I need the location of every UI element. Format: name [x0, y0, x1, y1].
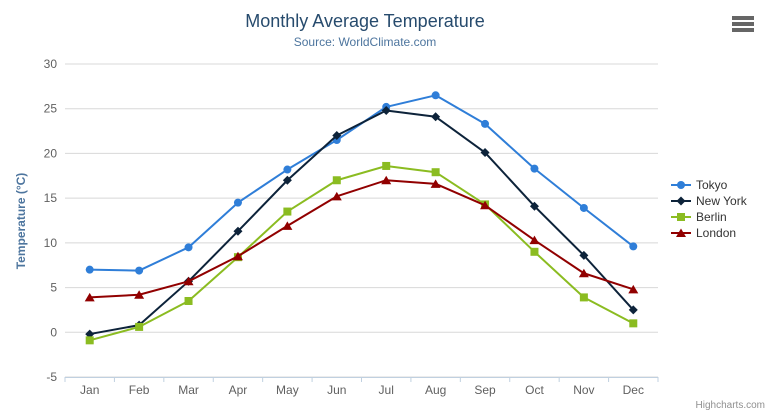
credits-link[interactable]: Highcharts.com: [695, 400, 765, 411]
data-point-marker[interactable]: [184, 296, 193, 305]
y-axis-tick-label: 5: [50, 281, 57, 295]
x-axis-tick-label: Oct: [525, 383, 544, 397]
data-point-marker[interactable]: [283, 207, 292, 216]
data-point-marker[interactable]: [628, 305, 638, 315]
data-point-marker[interactable]: [628, 284, 639, 294]
data-point-marker[interactable]: [331, 191, 342, 201]
y-axis-tick-label: 10: [44, 236, 58, 250]
data-point-marker[interactable]: [85, 336, 94, 345]
series-line: [89, 179, 634, 299]
x-axis-tick-label: Sep: [474, 383, 496, 397]
x-axis-tick-label: Jan: [80, 383, 99, 397]
hamburger-icon: [732, 16, 754, 32]
data-point-marker[interactable]: [282, 221, 293, 230]
data-point-marker[interactable]: [629, 319, 638, 328]
data-point-marker[interactable]: [183, 276, 194, 286]
chart-subtitle: Source: WorldClimate.com: [293, 35, 437, 49]
data-point-marker[interactable]: [431, 112, 441, 122]
y-axis-tick-label: 20: [44, 146, 58, 160]
data-point-marker[interactable]: [578, 268, 589, 278]
legend: Tokyo New York Berlin London: [671, 177, 747, 241]
data-point-marker[interactable]: [332, 176, 341, 185]
x-axis-tick-label: Feb: [129, 383, 150, 397]
x-axis-tick-label: Mar: [178, 383, 199, 397]
context-menu-button[interactable]: [731, 15, 755, 35]
data-point-marker[interactable]: [232, 251, 243, 261]
data-point-marker[interactable]: [480, 200, 491, 210]
data-point-marker[interactable]: [332, 131, 342, 141]
series-line: [89, 109, 635, 336]
legend-item-tokyo[interactable]: Tokyo: [671, 177, 747, 193]
data-point-marker[interactable]: [529, 201, 539, 211]
series-tokyo[interactable]: [85, 91, 638, 275]
y-axis-tick-label: 15: [44, 191, 58, 205]
data-point-marker[interactable]: [676, 228, 686, 238]
square-legend-marker-icon: [671, 213, 691, 221]
data-point-marker[interactable]: [529, 235, 540, 245]
legend-label: Berlin: [696, 210, 727, 224]
data-point-marker[interactable]: [134, 290, 145, 299]
data-point-marker[interactable]: [382, 161, 391, 170]
data-point-marker[interactable]: [85, 329, 95, 339]
circle-legend-marker-icon: [671, 181, 691, 189]
data-point-marker[interactable]: [579, 293, 588, 302]
data-point-marker[interactable]: [481, 119, 490, 128]
data-point-marker[interactable]: [530, 247, 539, 256]
triangle-legend-marker-icon: [671, 228, 691, 238]
data-point-marker[interactable]: [677, 181, 685, 189]
data-point-marker[interactable]: [84, 292, 95, 302]
data-point-marker[interactable]: [480, 148, 490, 158]
y-axis-tick-label: 0: [50, 325, 57, 339]
data-point-marker[interactable]: [431, 91, 440, 100]
series-london[interactable]: [84, 175, 639, 302]
y-axis-tick-label: 30: [44, 57, 58, 71]
data-point-marker[interactable]: [677, 213, 685, 221]
data-point-marker[interactable]: [431, 168, 440, 177]
chart-title: Monthly Average Temperature: [245, 11, 485, 31]
data-point-marker[interactable]: [282, 175, 292, 185]
x-axis-tick-label: Jul: [379, 383, 394, 397]
y-axis-tick-label: -5: [46, 370, 57, 384]
legend-item-new-york[interactable]: New York: [671, 193, 747, 209]
legend-label: New York: [696, 194, 747, 208]
x-axis-tick-label: May: [276, 383, 299, 397]
legend-item-london[interactable]: London: [671, 225, 747, 241]
legend-label: Tokyo: [696, 178, 728, 192]
data-point-marker[interactable]: [283, 165, 292, 174]
x-axis-tick-label: Nov: [573, 383, 594, 397]
data-point-marker[interactable]: [579, 250, 589, 260]
data-point-marker[interactable]: [233, 198, 242, 207]
data-point-marker[interactable]: [135, 266, 144, 275]
series-line: [89, 94, 634, 272]
data-point-marker[interactable]: [629, 242, 638, 251]
data-point-marker[interactable]: [85, 265, 94, 274]
x-axis-tick-label: Aug: [425, 383, 446, 397]
y-axis-tick-label: 25: [44, 102, 58, 116]
data-point-marker[interactable]: [184, 243, 193, 252]
data-point-marker[interactable]: [579, 203, 588, 212]
x-axis-tick-label: Dec: [623, 383, 644, 397]
x-axis-tick-label: Apr: [229, 383, 248, 397]
data-point-marker[interactable]: [135, 322, 144, 331]
series-new-york[interactable]: [85, 106, 638, 339]
y-axis-title: Temperature (°C): [14, 172, 28, 270]
data-point-marker[interactable]: [676, 196, 686, 206]
data-point-marker[interactable]: [430, 179, 441, 188]
data-point-marker[interactable]: [233, 226, 243, 236]
data-point-marker[interactable]: [381, 106, 391, 116]
legend-item-berlin[interactable]: Berlin: [671, 209, 747, 225]
series-line: [89, 164, 634, 342]
legend-label: London: [696, 226, 737, 240]
data-point-marker[interactable]: [381, 175, 392, 185]
diamond-legend-marker-icon: [671, 196, 691, 206]
x-axis-tick-label: Jun: [327, 383, 346, 397]
data-point-marker[interactable]: [530, 164, 539, 173]
